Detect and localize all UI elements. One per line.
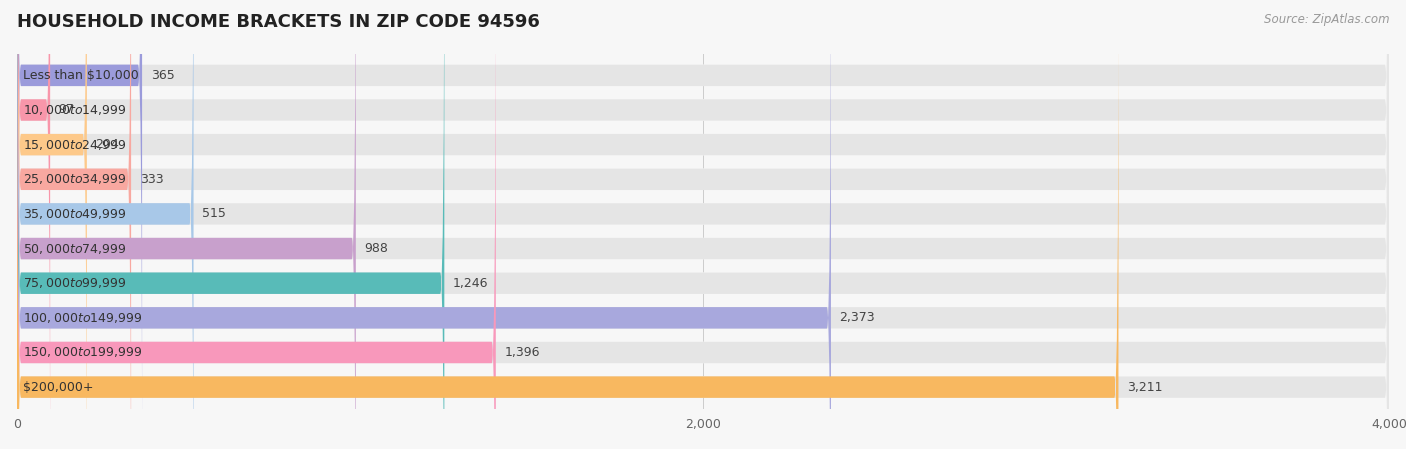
Text: 515: 515 [202, 207, 226, 220]
Text: $10,000 to $14,999: $10,000 to $14,999 [22, 103, 127, 117]
FancyBboxPatch shape [17, 0, 1389, 449]
FancyBboxPatch shape [17, 0, 1389, 449]
FancyBboxPatch shape [17, 0, 1389, 449]
FancyBboxPatch shape [17, 0, 1389, 449]
Text: $15,000 to $24,999: $15,000 to $24,999 [22, 138, 127, 152]
FancyBboxPatch shape [17, 0, 1389, 449]
FancyBboxPatch shape [17, 0, 51, 449]
Text: $200,000+: $200,000+ [22, 381, 94, 394]
FancyBboxPatch shape [17, 0, 1389, 449]
FancyBboxPatch shape [17, 0, 1389, 449]
Text: HOUSEHOLD INCOME BRACKETS IN ZIP CODE 94596: HOUSEHOLD INCOME BRACKETS IN ZIP CODE 94… [17, 13, 540, 31]
Text: 1,246: 1,246 [453, 277, 488, 290]
FancyBboxPatch shape [17, 0, 1389, 449]
Text: Source: ZipAtlas.com: Source: ZipAtlas.com [1264, 13, 1389, 26]
FancyBboxPatch shape [17, 0, 831, 449]
FancyBboxPatch shape [17, 0, 1389, 449]
Text: Less than $10,000: Less than $10,000 [22, 69, 139, 82]
Text: $35,000 to $49,999: $35,000 to $49,999 [22, 207, 127, 221]
Text: 365: 365 [150, 69, 174, 82]
Text: $50,000 to $74,999: $50,000 to $74,999 [22, 242, 127, 255]
FancyBboxPatch shape [17, 0, 1389, 449]
FancyBboxPatch shape [17, 0, 1389, 449]
FancyBboxPatch shape [17, 0, 142, 449]
FancyBboxPatch shape [17, 0, 1389, 449]
FancyBboxPatch shape [17, 0, 1389, 449]
FancyBboxPatch shape [17, 0, 356, 449]
FancyBboxPatch shape [17, 0, 1389, 449]
FancyBboxPatch shape [17, 0, 1389, 449]
FancyBboxPatch shape [17, 0, 1389, 449]
FancyBboxPatch shape [17, 0, 194, 449]
Text: $25,000 to $34,999: $25,000 to $34,999 [22, 172, 127, 186]
FancyBboxPatch shape [17, 0, 496, 449]
Text: $100,000 to $149,999: $100,000 to $149,999 [22, 311, 142, 325]
Text: 1,396: 1,396 [505, 346, 540, 359]
FancyBboxPatch shape [17, 0, 1389, 449]
FancyBboxPatch shape [17, 0, 87, 449]
FancyBboxPatch shape [17, 0, 444, 449]
Text: 2,373: 2,373 [839, 311, 875, 324]
FancyBboxPatch shape [17, 0, 1389, 449]
Text: $75,000 to $99,999: $75,000 to $99,999 [22, 276, 127, 290]
FancyBboxPatch shape [17, 0, 1389, 449]
FancyBboxPatch shape [17, 0, 131, 449]
FancyBboxPatch shape [17, 0, 1389, 449]
Text: 333: 333 [139, 173, 163, 186]
Text: 3,211: 3,211 [1128, 381, 1163, 394]
Text: 204: 204 [96, 138, 120, 151]
Text: 97: 97 [59, 104, 75, 116]
Text: $150,000 to $199,999: $150,000 to $199,999 [22, 345, 142, 360]
FancyBboxPatch shape [17, 0, 1118, 449]
Text: 988: 988 [364, 242, 388, 255]
